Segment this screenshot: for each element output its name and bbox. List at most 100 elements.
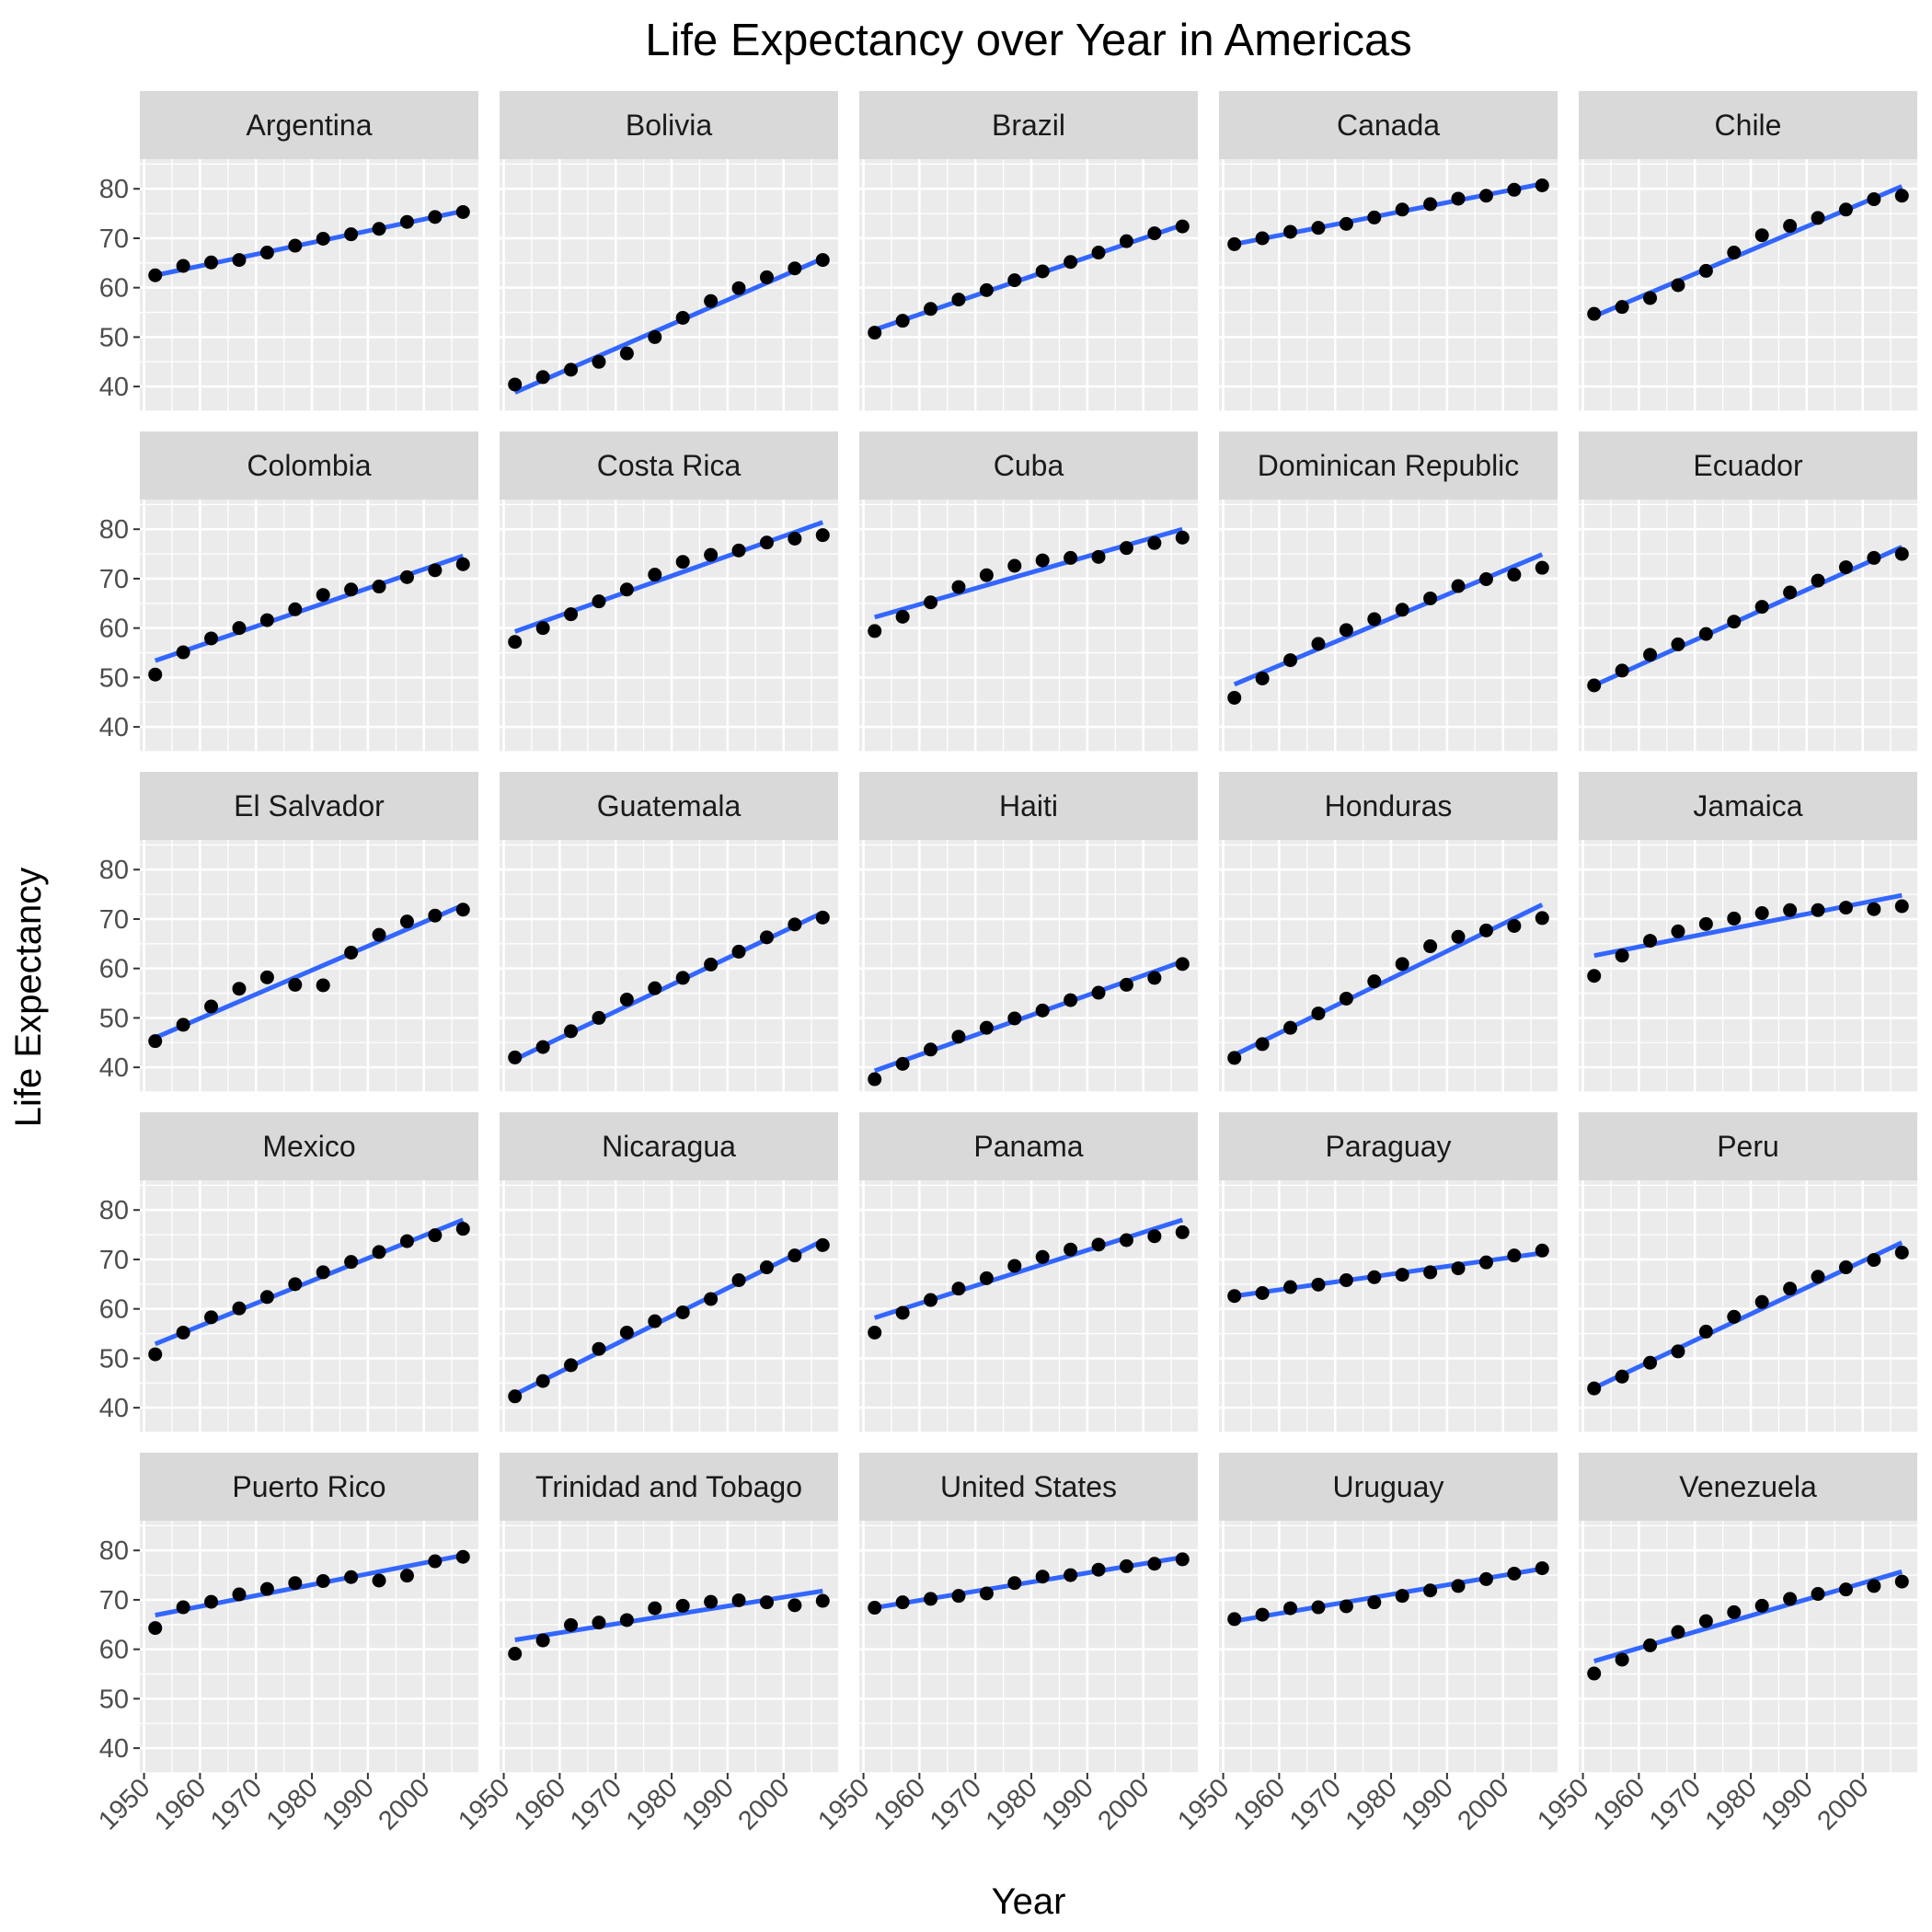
data-point xyxy=(204,255,219,270)
data-point xyxy=(1587,306,1602,321)
facet-label: Costa Rica xyxy=(597,449,742,482)
data-point xyxy=(1395,202,1409,217)
data-point xyxy=(1395,957,1409,972)
chart-title: Life Expectancy over Year in Americas xyxy=(645,16,1411,65)
facet-strip xyxy=(859,431,1198,500)
data-point xyxy=(1698,263,1713,278)
data-point xyxy=(316,231,330,246)
facet-label: Uruguay xyxy=(1333,1470,1444,1503)
data-point xyxy=(1478,189,1493,203)
data-point xyxy=(1698,1614,1713,1628)
data-point xyxy=(895,1305,910,1320)
facet-strip xyxy=(1579,772,1917,840)
facet-label: Jamaica xyxy=(1693,789,1802,822)
y-tick-label: 50 xyxy=(99,323,129,352)
data-point xyxy=(1811,903,1825,917)
data-point xyxy=(1367,210,1382,224)
x-tick-label: 2000 xyxy=(373,1773,435,1835)
data-point xyxy=(399,214,414,229)
data-point xyxy=(704,957,719,972)
x-tick-label: 1950 xyxy=(1532,1773,1594,1835)
data-point xyxy=(1643,934,1658,949)
data-point xyxy=(1255,1285,1270,1300)
data-point xyxy=(619,346,634,361)
data-point xyxy=(1091,1562,1106,1577)
data-point xyxy=(1283,1280,1298,1294)
data-point xyxy=(1255,1607,1270,1622)
data-point xyxy=(731,1273,746,1288)
data-point xyxy=(1451,579,1466,593)
data-point xyxy=(428,1228,443,1243)
data-point xyxy=(1615,300,1629,315)
data-point xyxy=(1035,1570,1050,1584)
data-point xyxy=(288,1576,303,1591)
facet-label: Puerto Rico xyxy=(232,1470,385,1503)
data-point xyxy=(1311,1006,1326,1021)
data-point xyxy=(868,624,882,638)
panel-background xyxy=(140,500,478,752)
data-point xyxy=(232,621,247,636)
data-point xyxy=(815,528,830,543)
data-point xyxy=(344,1255,359,1270)
data-point xyxy=(1507,918,1522,933)
panel-background xyxy=(1579,500,1917,752)
facet-strip xyxy=(1579,1112,1917,1180)
data-point xyxy=(1227,690,1242,705)
facet-panel: El Salvador 40 50 60 70 80 xyxy=(99,772,478,1093)
data-point xyxy=(564,1358,579,1373)
data-point xyxy=(399,914,414,929)
data-point xyxy=(1894,189,1909,203)
data-point xyxy=(1643,648,1658,662)
data-point xyxy=(372,1245,386,1259)
data-point xyxy=(759,535,774,550)
data-point xyxy=(951,1029,966,1044)
facet-strip xyxy=(859,91,1198,159)
data-point xyxy=(895,314,910,328)
facets-layer: Argentina 40 50 60 70 80 Bolivia Brazil Canada Ch… xyxy=(93,91,1917,1836)
data-point xyxy=(1255,231,1270,246)
data-point xyxy=(788,531,802,546)
facet-label: El Salvador xyxy=(234,789,385,822)
data-point xyxy=(924,302,938,316)
data-point xyxy=(1867,192,1881,207)
facet-panel: Trinidad and Tobago 195019601970198019902… xyxy=(453,1453,838,1836)
data-point xyxy=(1227,1612,1242,1627)
data-point xyxy=(1423,1583,1438,1598)
x-tick-label: 1970 xyxy=(565,1773,627,1835)
data-point xyxy=(1587,678,1602,693)
facet-label: Venezuela xyxy=(1679,1470,1817,1503)
data-point xyxy=(232,982,247,996)
y-tick-label: 50 xyxy=(99,1685,129,1714)
y-tick-label: 40 xyxy=(99,1734,129,1764)
data-point xyxy=(288,977,303,992)
data-point xyxy=(1867,550,1881,565)
data-point xyxy=(895,1595,910,1610)
data-point xyxy=(1451,1261,1466,1276)
facet-label: Honduras xyxy=(1325,789,1453,822)
data-point xyxy=(1478,923,1493,937)
data-point xyxy=(868,326,882,340)
x-tick-label: 1970 xyxy=(1644,1773,1707,1835)
data-point xyxy=(204,1594,219,1609)
data-point xyxy=(979,282,994,297)
data-point xyxy=(759,1260,774,1275)
data-point xyxy=(1783,903,1798,917)
data-point xyxy=(1535,1243,1549,1258)
data-point xyxy=(1064,550,1078,565)
x-axis-title: Year xyxy=(992,1881,1066,1922)
data-point xyxy=(372,222,386,236)
data-point xyxy=(619,1325,634,1340)
facet-panel: Colombia 40 50 60 70 80 xyxy=(99,431,478,753)
data-point xyxy=(1587,969,1602,983)
x-tick-label: 1980 xyxy=(1700,1773,1763,1835)
facet-label: Bolivia xyxy=(626,109,712,142)
panel-background xyxy=(500,1521,838,1773)
data-point xyxy=(148,1347,163,1362)
data-point xyxy=(592,1616,606,1630)
data-point xyxy=(1367,612,1382,627)
data-point xyxy=(1451,191,1466,206)
facet-label: Trinidad and Tobago xyxy=(535,1470,802,1503)
data-point xyxy=(1147,1229,1162,1244)
data-point xyxy=(1395,603,1409,617)
